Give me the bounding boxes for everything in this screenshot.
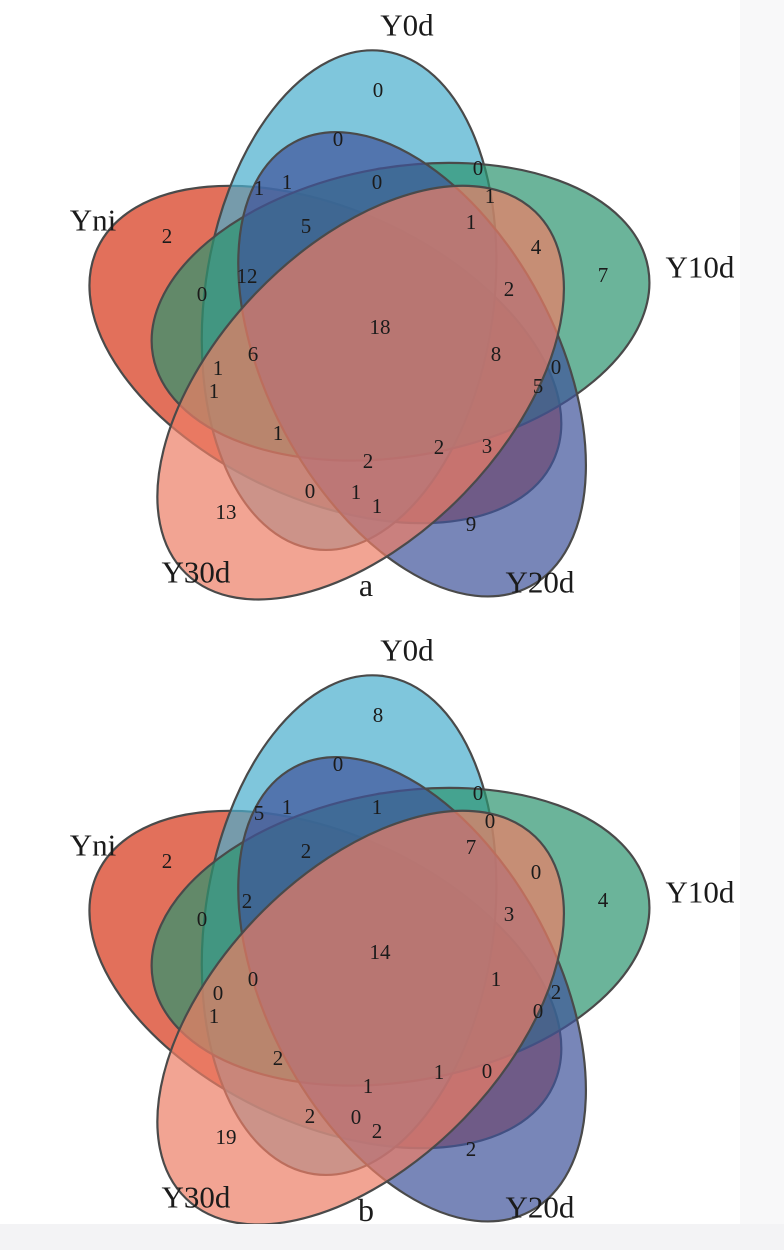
venn-ellipse-Y30d [156,809,565,1226]
region-count-a-30: 13 [216,500,237,524]
region-count-b-26: 0 [482,1059,493,1083]
region-count-a-8: 1 [466,210,477,234]
set-label-Y0d: Y0d [380,8,434,43]
region-count-a-17: 6 [248,342,259,366]
region-count-b-19: 2 [551,980,562,1004]
region-count-a-25: 2 [434,435,445,459]
region-count-b-21: 0 [213,981,224,1005]
region-count-b-29: 2 [372,1119,383,1143]
set-label-Yni: Yni [70,828,117,863]
region-count-b-25: 1 [434,1060,445,1084]
region-count-b-30: 19 [216,1125,237,1149]
region-count-b-27: 2 [305,1104,316,1128]
region-count-b-15: 3 [504,902,515,926]
region-count-b-7: 0 [485,809,496,833]
region-count-a-9: 5 [301,214,312,238]
region-count-a-22: 1 [209,379,220,403]
region-count-a-14: 0 [197,282,208,306]
region-count-a-28: 1 [351,480,362,504]
region-count-b-17: 0 [248,967,259,991]
region-count-b-2: 0 [333,752,344,776]
region-count-b-14: 0 [197,907,208,931]
region-count-b-22: 1 [209,1004,220,1028]
region-count-b-5: 5 [254,801,265,825]
set-label-Y30d: Y30d [162,1180,231,1215]
region-count-a-12: 7 [598,263,609,287]
region-count-a-19: 0 [551,355,562,379]
set-label-Y30d: Y30d [162,555,231,590]
region-count-b-10: 2 [162,849,173,873]
region-count-b-12: 4 [598,888,609,912]
region-count-a-16: 18 [370,315,391,339]
region-count-a-7: 1 [485,184,496,208]
panel-caption-a: a [359,567,373,603]
region-count-b-28: 0 [351,1105,362,1129]
region-count-a-15: 2 [504,277,515,301]
region-count-a-2: 0 [333,127,344,151]
region-count-a-21: 1 [213,356,224,380]
region-count-b-24: 1 [363,1074,374,1098]
region-count-a-5: 1 [254,176,265,200]
region-count-b-8: 7 [466,835,477,859]
region-count-a-10: 2 [162,224,173,248]
region-count-a-26: 3 [482,434,493,458]
region-count-b-4: 1 [372,795,383,819]
panel-caption-b: b [358,1192,374,1228]
set-label-Y0d: Y0d [380,633,434,668]
region-count-b-31: 2 [466,1137,477,1161]
set-label-Yni: Yni [70,203,117,238]
venn-diagram-a: Y0d Yni Y10d Y30d Y20d 0 0 0 0 1 1 1 1 5 2 4 7 12 0 2 18 6 8 0 5… [70,8,735,604]
region-count-b-23: 2 [273,1046,284,1070]
region-count-a-18: 8 [491,342,502,366]
region-count-a-29: 1 [372,494,383,518]
region-count-a-23: 1 [273,421,284,445]
region-count-b-18: 1 [491,967,502,991]
region-count-a-31: 9 [466,512,477,536]
set-label-Y20d: Y20d [506,1190,575,1225]
region-count-a-13: 12 [237,264,258,288]
region-count-b-9: 2 [301,839,312,863]
region-count-b-1: 8 [373,703,384,727]
region-count-a-1: 0 [373,78,384,102]
region-count-a-3: 0 [473,156,484,180]
region-count-b-6: 1 [282,795,293,819]
region-count-b-16: 14 [370,940,392,964]
region-count-b-3: 0 [473,781,484,805]
venn-diagram-b: Y0d Yni Y10d Y30d Y20d 8 0 0 1 5 1 0 7 2 2 0 4 2 0 3 14 0 1 2 0 0… [0,625,784,1250]
region-count-a-6: 1 [282,170,293,194]
region-count-a-20: 5 [533,374,544,398]
set-label-Y20d: Y20d [506,565,575,600]
region-count-b-11: 0 [531,860,542,884]
set-label-Y10d: Y10d [666,875,735,910]
region-count-a-27: 0 [305,479,316,503]
region-count-a-24: 2 [363,449,374,473]
venn-ellipse-Y30d [156,184,565,601]
region-count-b-20: 0 [533,999,544,1023]
region-count-b-13: 2 [242,889,253,913]
set-label-Y10d: Y10d [666,250,735,285]
region-count-a-4: 0 [372,170,383,194]
region-count-a-11: 4 [531,235,542,259]
